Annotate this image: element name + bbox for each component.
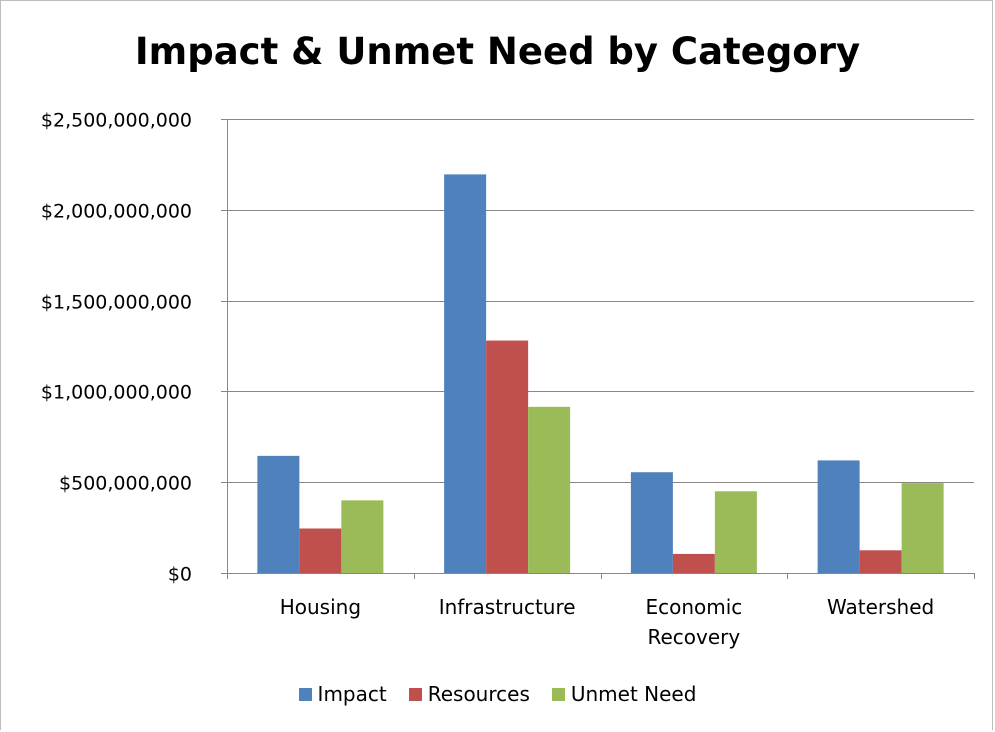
chart-legend: Impact Resources Unmet Need	[0, 682, 995, 706]
x-tick-label: Infrastructure	[439, 595, 576, 619]
legend-item: Impact	[298, 682, 387, 706]
x-tick-label: Watershed	[827, 595, 934, 619]
legend-swatch	[298, 687, 312, 701]
x-tick-label: Economic	[645, 595, 742, 619]
bar-resources	[859, 550, 902, 573]
bar-unmet-need	[714, 491, 757, 573]
x-tick-label: Housing	[280, 595, 361, 619]
bar-unmet-need	[901, 483, 944, 573]
legend-label: Resources	[427, 682, 530, 706]
legend-item: Unmet Need	[551, 682, 697, 706]
chart-title: Impact & Unmet Need by Category	[134, 30, 861, 73]
bar-impact	[257, 455, 300, 573]
y-tick-label: $2,000,000,000	[41, 201, 192, 223]
bar-resources	[672, 553, 715, 573]
bar-impact	[817, 460, 860, 573]
legend-label: Unmet Need	[570, 682, 697, 706]
y-tick-label: $0	[168, 564, 192, 586]
bar-unmet-need	[341, 500, 384, 573]
legend-swatch	[551, 687, 565, 701]
legend-swatch	[408, 687, 422, 701]
x-tick-label: Recovery	[648, 625, 741, 649]
bar-impact	[630, 472, 673, 573]
legend-label: Impact	[317, 682, 387, 706]
bar-resources	[299, 528, 342, 573]
y-tick-label: $2,500,000,000	[41, 110, 192, 132]
y-tick-label: $1,500,000,000	[41, 292, 192, 314]
bar-unmet-need	[528, 406, 571, 573]
bar-impact	[444, 174, 487, 573]
legend-item: Resources	[408, 682, 530, 706]
bar-resources	[486, 340, 529, 573]
y-tick-label: $1,000,000,000	[41, 382, 192, 404]
y-tick-label: $500,000,000	[59, 473, 192, 495]
